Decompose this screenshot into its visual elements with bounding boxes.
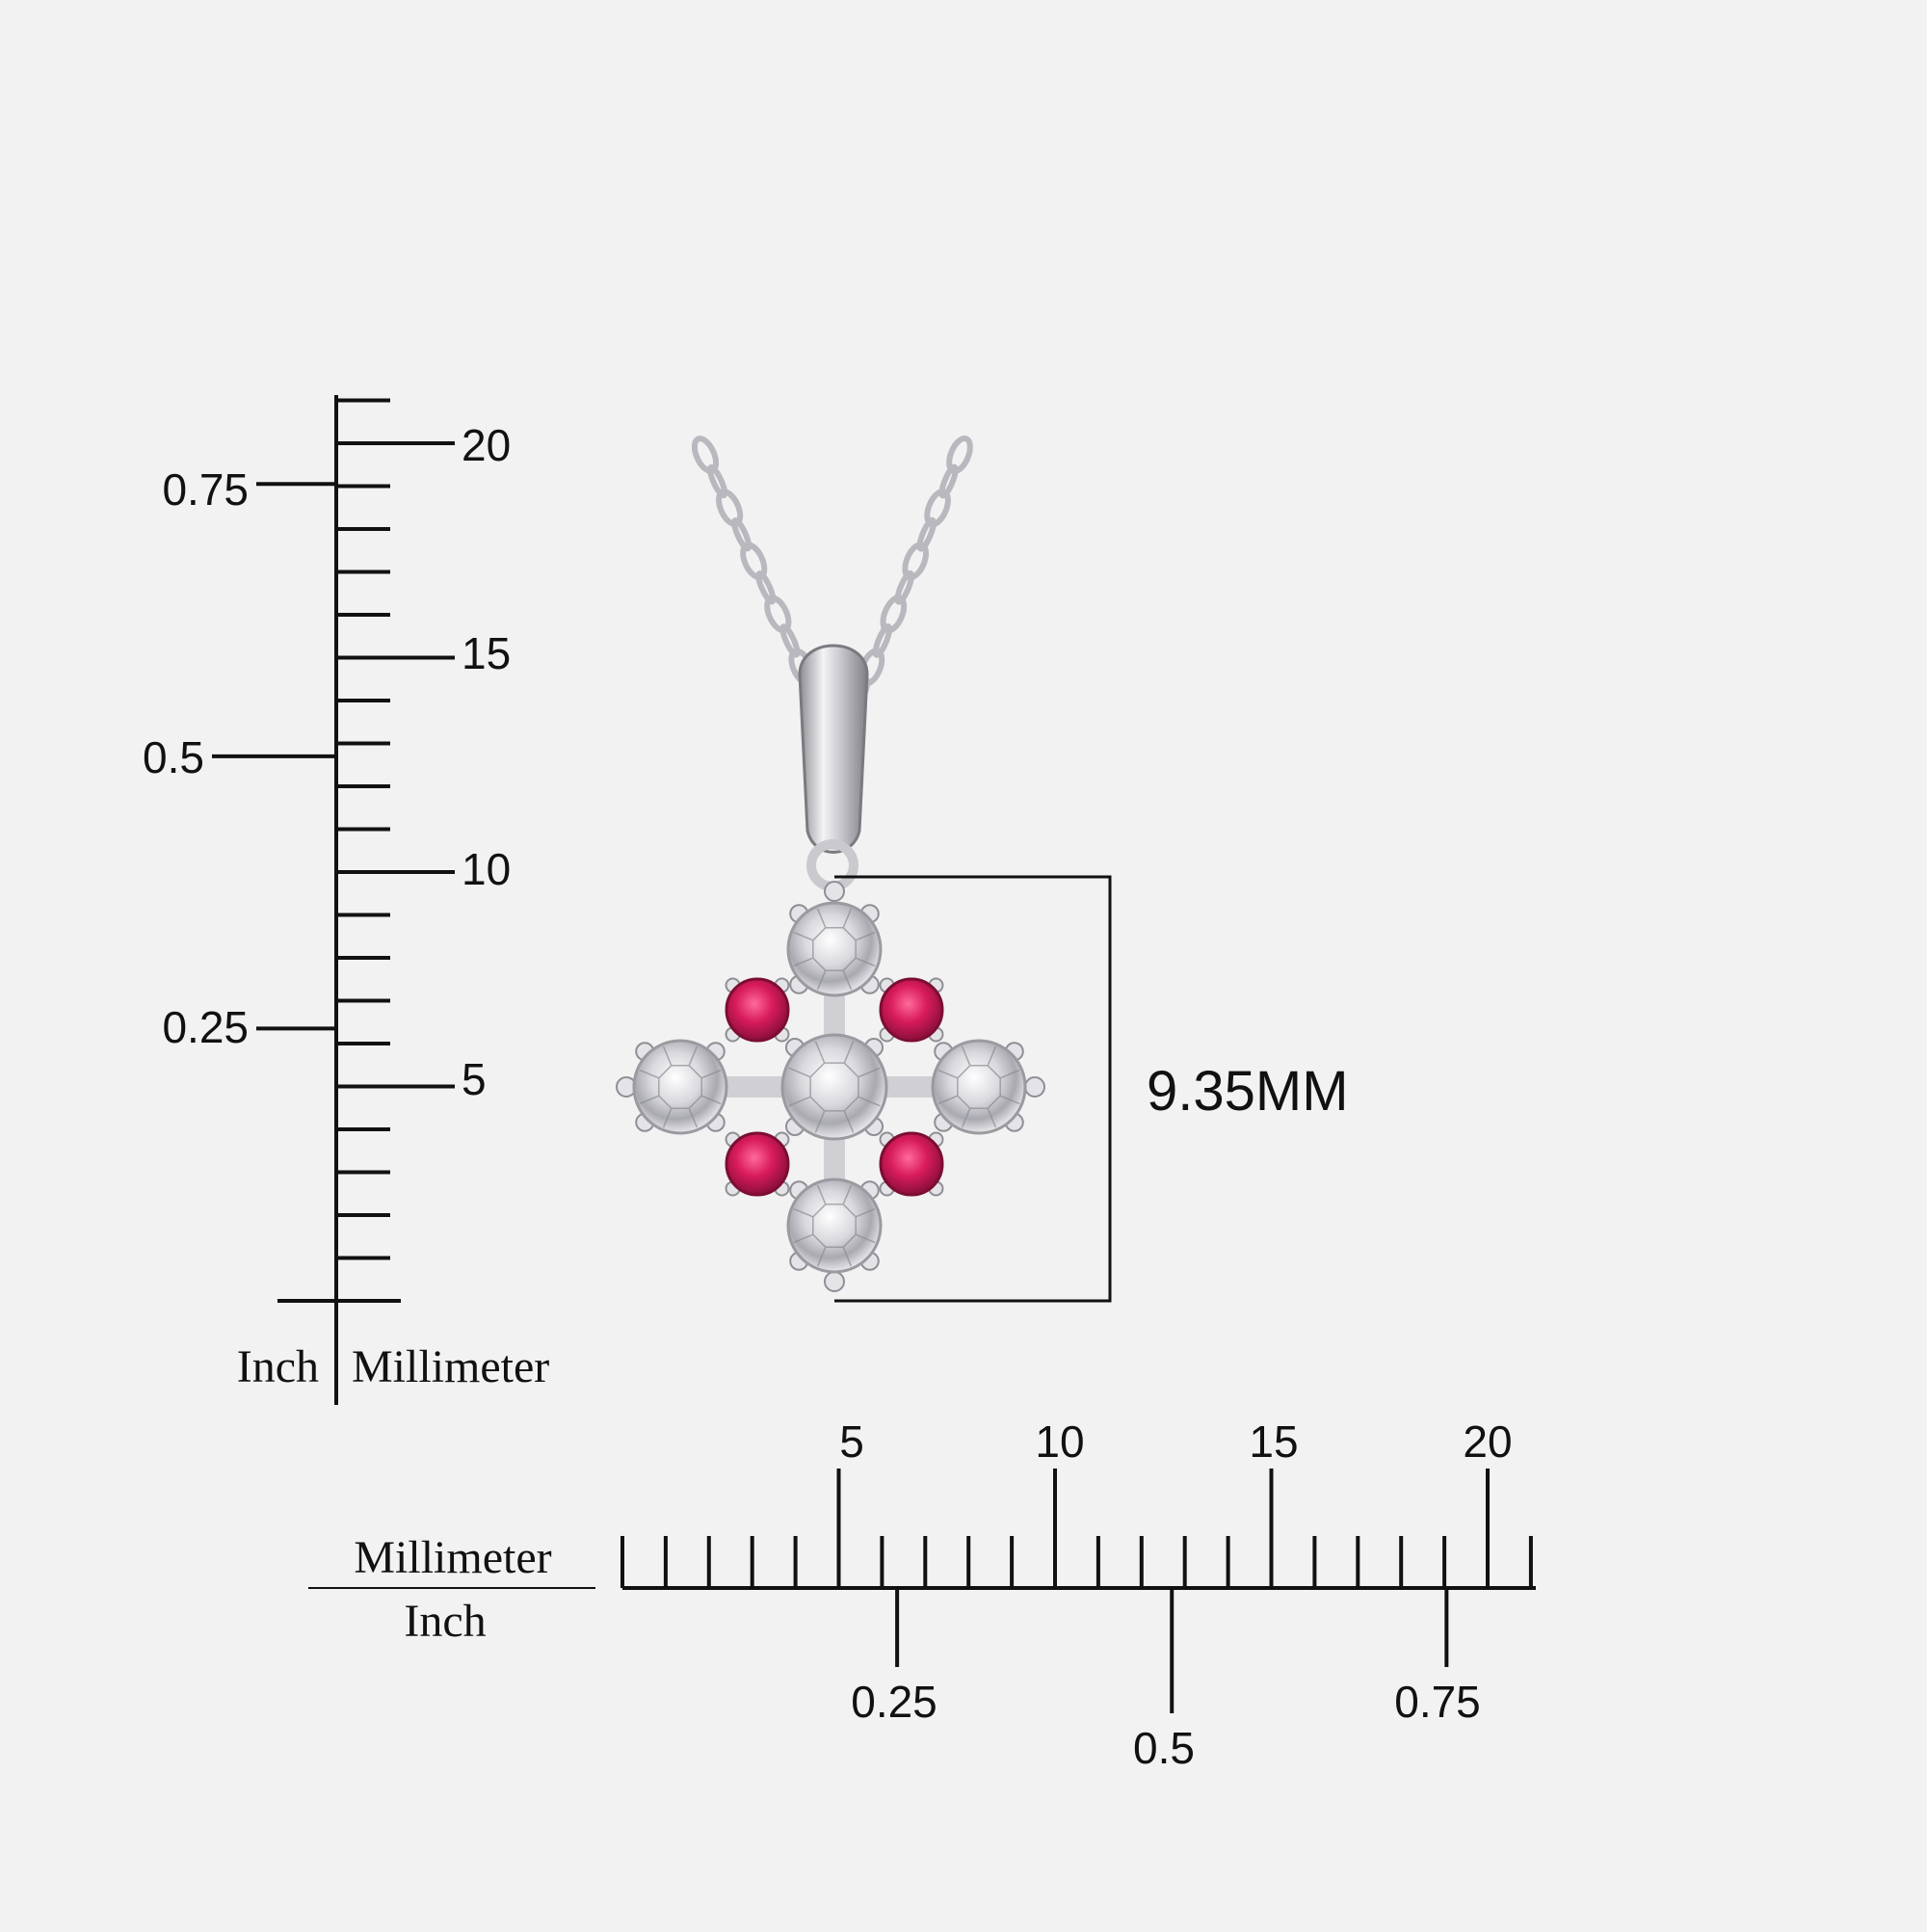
chain-link [779, 623, 801, 658]
dimension-label: 9.35MM [1147, 1060, 1349, 1123]
horizontal-ruler-mm-ticks [620, 1469, 1533, 1588]
diamond-facet-line [961, 1107, 971, 1128]
vertical-mm-label-5: 5 [462, 1054, 487, 1104]
diamond-facet-line [999, 1069, 1020, 1079]
diamond-facet-line [855, 1207, 876, 1218]
chain-link [731, 517, 752, 552]
pendant-illustration [616, 436, 1045, 1292]
horizontal-ruler [308, 1469, 1536, 1713]
diamond-facet-line [662, 1045, 673, 1067]
ruby-stones [725, 977, 944, 1197]
ruby-top-right [879, 977, 944, 1043]
ruby-bottom-right [879, 1131, 944, 1197]
diamond-facet-line [639, 1095, 660, 1105]
ruby-bottom-left [725, 1131, 790, 1197]
diamond-facet-line [842, 908, 853, 929]
diamond-facet-line [688, 1107, 699, 1128]
tip-prong [824, 1271, 845, 1292]
chain-link [916, 516, 937, 552]
horizontal-mm-label-5: 5 [839, 1416, 864, 1467]
vertical-unit-inch: Inch [237, 1341, 319, 1392]
tip-prong [1024, 1076, 1045, 1098]
diamond-facet-line [937, 1095, 959, 1105]
diamond-facet-line [816, 969, 827, 991]
diamond-facet-line [843, 1041, 855, 1064]
diamond-facet-line [816, 1246, 827, 1267]
diamond-right [931, 1039, 1027, 1135]
diamond-center [780, 1033, 888, 1141]
diamond-facet-line [961, 1045, 971, 1067]
diamond-facet-line [999, 1095, 1020, 1105]
diamond-facet-line [814, 1110, 826, 1133]
diamond-facet-line [788, 1096, 811, 1107]
horizontal-inch-label-0-5: 0.5 [1133, 1723, 1195, 1773]
diamond-facet-line [855, 1233, 876, 1244]
diamond-facet-line [793, 931, 814, 941]
diamond-facet-line [816, 1184, 827, 1205]
diamond-facet-line [987, 1045, 997, 1067]
horizontal-mm-label-15: 15 [1249, 1416, 1298, 1467]
pendant-bail [798, 644, 869, 854]
diamond-facet-line [700, 1095, 722, 1105]
diamond-facet-line [688, 1045, 699, 1067]
chain-link [872, 623, 893, 658]
height-dimension: 9.35MM [834, 875, 1349, 1303]
horizontal-mm-label-20: 20 [1463, 1416, 1512, 1467]
necklace-chain [691, 436, 973, 711]
vertical-ruler-inch-ticks [212, 482, 336, 1031]
horizontal-unit-inch: Inch [404, 1596, 486, 1647]
diamond-facet-line [855, 957, 876, 967]
vertical-ruler [212, 395, 455, 1405]
diamond-top [786, 901, 883, 997]
diamond-facet-line [816, 908, 827, 929]
diamond-facet-line [937, 1069, 959, 1079]
chain-link [755, 570, 777, 605]
diamond-table-facet [809, 1062, 859, 1112]
diamond-facets [639, 908, 1020, 1267]
diamond-facet-line [793, 1233, 814, 1244]
horizontal-mm-label-10: 10 [1035, 1416, 1084, 1467]
vertical-mm-label-20: 20 [462, 420, 511, 470]
diamond-facet-line [843, 1110, 855, 1133]
horizontal-ruler-inch-ticks [895, 1588, 1449, 1713]
diamond-facet-line [858, 1067, 881, 1078]
diamond-facet-line [814, 1041, 826, 1064]
diamond-bottom [786, 1178, 883, 1274]
diamond-facet-line [855, 931, 876, 941]
diamond-facet-line [793, 1207, 814, 1218]
diamond-facet-line [842, 1184, 853, 1205]
vertical-mm-label-10: 10 [462, 844, 511, 894]
vertical-unit-millimeter: Millimeter [352, 1341, 549, 1392]
chain-link [938, 463, 959, 499]
diamond-facet-line [842, 1246, 853, 1267]
diamond-facet-line [662, 1107, 673, 1128]
diamond-facet-line [788, 1067, 811, 1078]
horizontal-inch-label-0-75: 0.75 [1394, 1677, 1481, 1727]
chain-link [894, 569, 914, 605]
diamond-stones [632, 901, 1027, 1274]
tip-prong [824, 881, 845, 902]
horizontal-inch-label-0-25: 0.25 [851, 1677, 937, 1727]
chain-link [706, 463, 728, 499]
vertical-inch-label-0-75: 0.75 [162, 464, 249, 515]
diamond-facet-line [700, 1069, 722, 1079]
diamond-left [632, 1039, 728, 1135]
diamond-facet-line [793, 957, 814, 967]
diamond-facet-line [639, 1069, 660, 1079]
vertical-inch-label-0-5: 0.5 [143, 732, 204, 782]
diamond-facet-line [842, 969, 853, 991]
diamond-facet-line [858, 1096, 881, 1107]
vertical-inch-label-0-25: 0.25 [162, 1002, 249, 1052]
vertical-ruler-mm-ticks [336, 398, 455, 1260]
dimension-bracket [834, 875, 1112, 1303]
diamond-facet-line [987, 1107, 997, 1128]
ruby-top-left [725, 977, 790, 1043]
vertical-mm-label-15: 15 [462, 628, 511, 678]
horizontal-unit-millimeter: Millimeter [354, 1532, 551, 1583]
